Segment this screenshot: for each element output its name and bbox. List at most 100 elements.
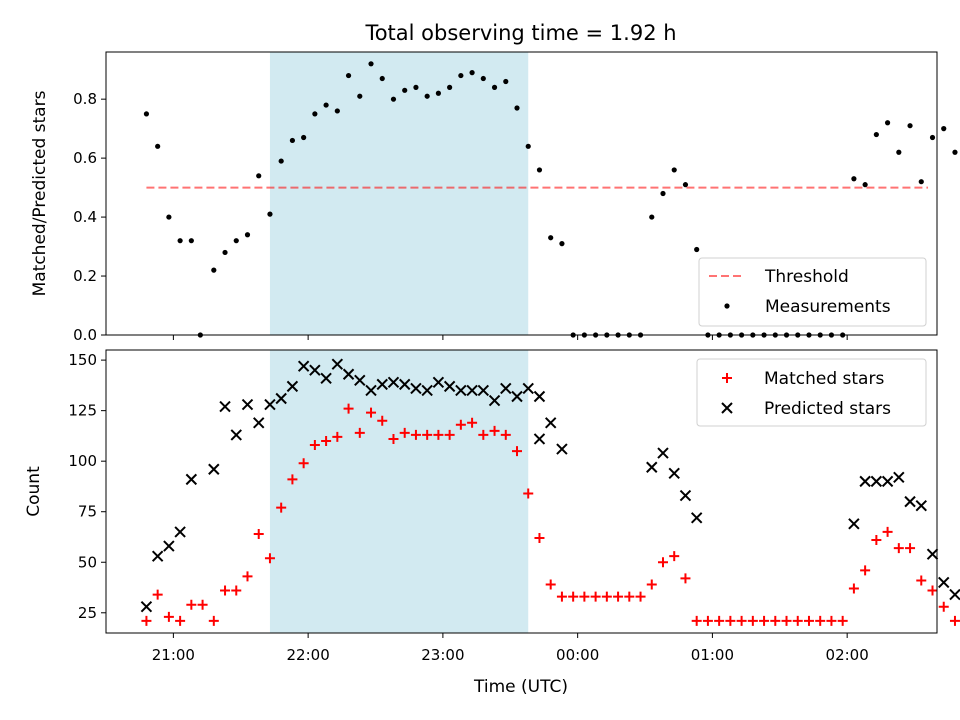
matched-star-point [298, 458, 309, 469]
matched-star-point [646, 579, 657, 590]
matched-star-point [848, 583, 859, 594]
measurement-point [525, 143, 531, 149]
matched-star-point [175, 615, 186, 626]
predicted-star-point [668, 467, 680, 480]
bottom-plot-frame [105, 349, 938, 634]
bottom-y-tick-label: 25 [78, 604, 97, 622]
measurement-point [256, 173, 262, 179]
legend-matched-label: Matched stars [764, 369, 884, 389]
top-y-tick-label: 0.0 [73, 326, 97, 344]
matched-star-point [815, 615, 826, 626]
predicted-star-point [399, 378, 411, 391]
matched-star-point [635, 591, 646, 602]
bottom-x-tick-label: 21:00 [152, 646, 195, 664]
predicted-star-point [533, 390, 546, 403]
predicted-star-point [331, 358, 344, 370]
bottom-y-tick-label: 150 [68, 351, 97, 369]
matched-star-point [657, 557, 668, 568]
matched-star-point [332, 431, 343, 442]
measurement-point [694, 246, 700, 253]
matched-star-point [590, 591, 601, 602]
legend-measurements-label: Measurements [765, 297, 891, 317]
predicted-star-point [522, 382, 534, 395]
matched-star-point [366, 407, 377, 418]
matched-star-point [837, 615, 848, 626]
measurement-point [873, 131, 879, 138]
predicted-star-point [455, 384, 467, 397]
predicted-star-point [859, 475, 871, 488]
measurement-point [177, 238, 183, 244]
predicted-star-point [915, 499, 927, 512]
bottom-x-tick-label: 23:00 [421, 646, 464, 664]
measurement-point [278, 158, 284, 164]
predicted-star-point [904, 495, 916, 508]
predicted-star-point [690, 512, 703, 524]
matched-star-point [860, 565, 871, 576]
predicted-star-point [151, 550, 164, 562]
measurement-point [222, 249, 228, 256]
matched-star-point [702, 615, 713, 626]
measurement-point [469, 70, 475, 76]
highlight-span [269, 350, 529, 633]
matched-star-point [455, 419, 466, 430]
predicted-star-point [443, 380, 456, 393]
matched-star-point [220, 585, 231, 596]
matched-star-point [747, 615, 758, 626]
measurement-point [143, 111, 150, 117]
matched-star-point [197, 599, 208, 610]
matched-star-point [680, 573, 691, 584]
matched-star-point [736, 615, 747, 626]
matched-star-point [691, 615, 702, 626]
measurement-point [413, 84, 419, 90]
matched-star-point [882, 526, 893, 537]
bottom-x-tick-label: 00:00 [556, 646, 599, 664]
predicted-star-point [511, 390, 523, 403]
measurement-point [862, 182, 868, 188]
matched-star-point [276, 502, 287, 513]
matched-star-point [927, 585, 938, 596]
bottom-panel: 25 50 75 100 125 150 21:00 22:00 23:00 00:00 01:00… [24, 349, 960, 664]
measurement-point [559, 241, 565, 247]
measurement-point [929, 134, 936, 141]
matched-star-point [556, 591, 567, 602]
predicted-star-point [432, 376, 445, 389]
measurement-point [155, 143, 161, 149]
matched-star-point [253, 528, 264, 539]
matched-star-point [534, 532, 545, 543]
matched-star-point [377, 415, 388, 426]
matched-star-point [264, 553, 275, 564]
matched-star-point [141, 615, 152, 626]
predicted-star-point [230, 429, 242, 441]
matched-star-point [669, 551, 680, 562]
measurement-point [918, 179, 924, 185]
measurement-point [211, 267, 217, 273]
predicted-star-point [342, 368, 355, 380]
legend-measurements-swatch [724, 303, 730, 309]
bottom-x-tick-label: 01:00 [691, 646, 734, 664]
matched-star-point [826, 615, 837, 626]
measurement-point [682, 182, 689, 188]
measurement-point [503, 78, 509, 85]
matched-star-point [938, 601, 949, 612]
measurement-point [671, 167, 677, 173]
top-plot-frame [105, 51, 938, 336]
measurement-point [548, 235, 554, 241]
measurement-point [301, 134, 307, 141]
measurement-point [289, 137, 296, 144]
predicted-star-point [679, 489, 692, 502]
matched-star-point [568, 591, 579, 602]
matched-star-point [467, 417, 478, 428]
measurement-point [244, 232, 251, 238]
matched-star-point [770, 615, 781, 626]
predicted-star-point [309, 364, 321, 376]
predicted-star-point [275, 392, 287, 405]
measurement-point [851, 176, 857, 182]
predicted-star-point [646, 461, 658, 473]
measurement-point [660, 190, 666, 197]
measurement-point [435, 90, 441, 96]
matched-star-point [388, 433, 399, 444]
predicted-star-point [297, 360, 310, 372]
predicted-star-point [488, 394, 501, 407]
predicted-star-point [466, 384, 478, 397]
